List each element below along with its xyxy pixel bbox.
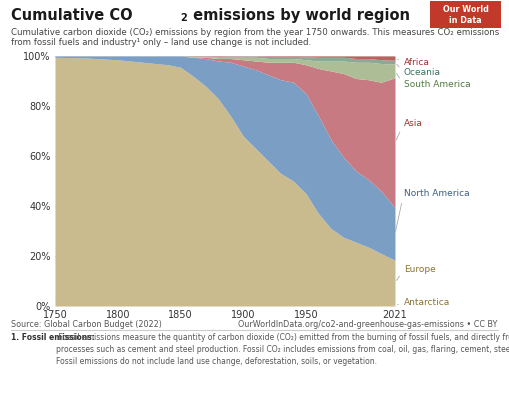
Text: Africa: Africa: [398, 58, 430, 67]
Text: Fossil emissions measure the quantity of carbon dioxide (CO₂) emitted from the b: Fossil emissions measure the quantity of…: [56, 333, 509, 366]
Text: Antarctica: Antarctica: [398, 298, 450, 307]
Text: from fossil fuels and industry¹ only – land use change is not included.: from fossil fuels and industry¹ only – l…: [11, 38, 312, 47]
Text: North America: North America: [395, 189, 469, 231]
Text: Cumulative carbon dioxide (CO₂) emissions by region from the year 1750 onwards. : Cumulative carbon dioxide (CO₂) emission…: [11, 28, 499, 37]
Text: Source: Global Carbon Budget (2022): Source: Global Carbon Budget (2022): [11, 320, 162, 329]
Text: Oceania: Oceania: [397, 64, 441, 77]
Text: in Data: in Data: [449, 16, 482, 25]
Text: Our World: Our World: [443, 5, 489, 14]
Text: OurWorldInData.org/co2-and-greenhouse-gas-emissions • CC BY: OurWorldInData.org/co2-and-greenhouse-ga…: [238, 320, 498, 329]
Text: 1. Fossil emissions:: 1. Fossil emissions:: [11, 333, 95, 342]
Text: Europe: Europe: [397, 265, 436, 280]
Text: South America: South America: [397, 73, 470, 89]
Text: 2: 2: [181, 13, 187, 23]
Text: emissions by world region: emissions by world region: [188, 8, 410, 23]
Text: Cumulative CO: Cumulative CO: [11, 8, 133, 23]
Text: Asia: Asia: [396, 119, 422, 140]
